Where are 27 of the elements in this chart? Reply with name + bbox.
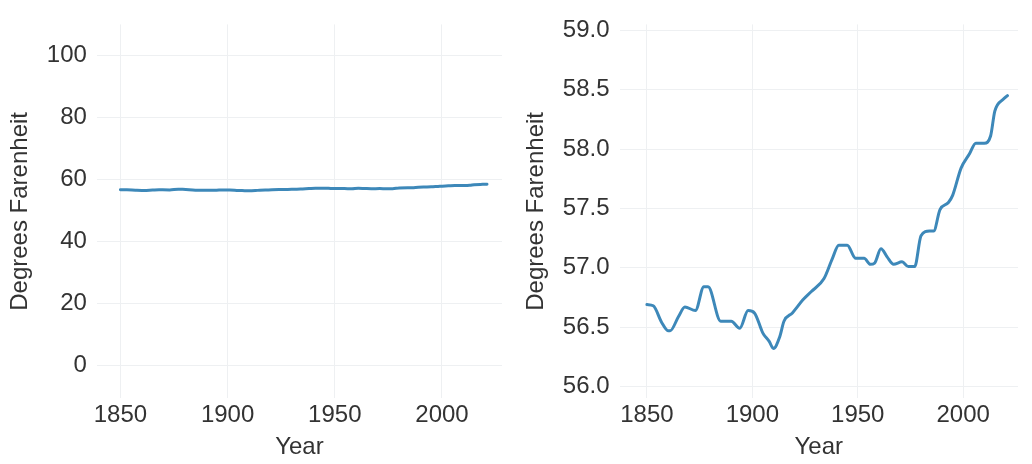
x-tick-label: 1850 — [93, 400, 148, 428]
y-tick-label: 60 — [60, 164, 87, 192]
x-axis-title: Year — [275, 432, 324, 460]
x-tick-label: 2000 — [936, 400, 990, 428]
x-tick-label: 1950 — [831, 400, 885, 428]
y-tick-label: 58.5 — [562, 74, 610, 102]
y-tick-label: 58.0 — [562, 133, 610, 161]
y-tick-label: 56.0 — [562, 371, 610, 399]
y-tick-label: 56.5 — [562, 311, 610, 339]
y-tick-label: 40 — [60, 226, 87, 254]
x-tick-label: 1950 — [308, 400, 362, 428]
x-axis-title: Year — [794, 432, 844, 460]
x-tick-label: 1850 — [620, 400, 674, 428]
x-tick-label: 2000 — [415, 400, 469, 428]
y-tick-label: 57.5 — [562, 193, 610, 221]
y-tick-label: 100 — [46, 40, 87, 68]
line-series — [118, 182, 489, 193]
y-tick-label: 59.0 — [562, 14, 610, 42]
x-tick-label: 1900 — [725, 400, 780, 428]
y-axis-title: Degrees Farenheit — [521, 111, 549, 311]
y-tick-label: 0 — [73, 350, 87, 378]
y-tick-label: 57.0 — [562, 252, 610, 280]
x-tick-label: 1900 — [200, 400, 255, 428]
y-axis-title: Degrees Farenheit — [5, 111, 33, 311]
y-tick-label: 80 — [60, 102, 87, 130]
y-tick-label: 20 — [60, 288, 87, 316]
line-series — [645, 94, 1009, 351]
